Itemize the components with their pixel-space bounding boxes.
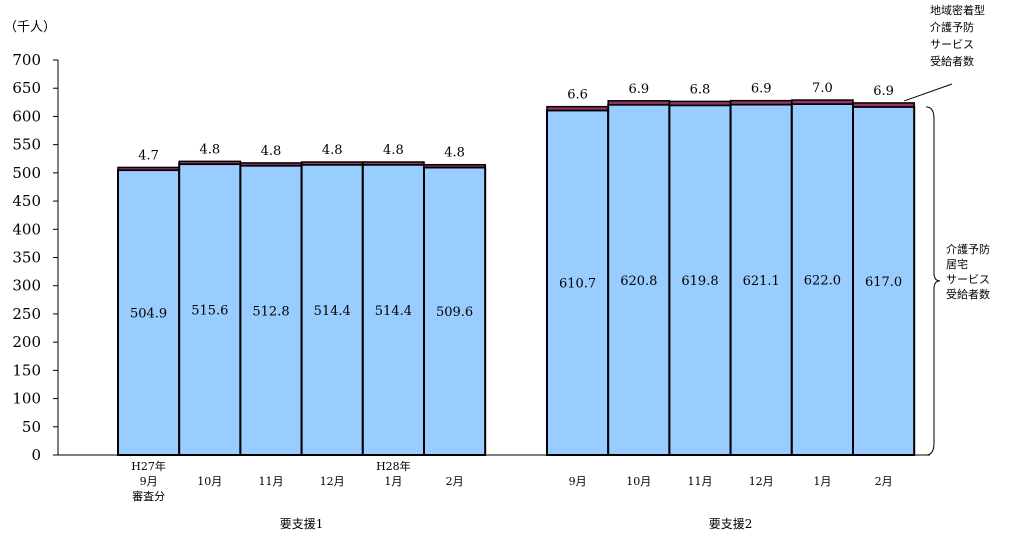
bar-top-value-label: 4.8 bbox=[261, 144, 282, 159]
top-series-annotation-line: 受給者数 bbox=[930, 54, 974, 68]
bar-segment-community-care bbox=[178, 160, 242, 165]
y-tick-label: 450 bbox=[12, 192, 41, 210]
top-series-annotation-line: 介護予防 bbox=[930, 20, 974, 34]
x-category-label: 10月 bbox=[197, 475, 222, 488]
y-tick-label: 650 bbox=[12, 79, 41, 97]
x-category-label: 9月 bbox=[569, 475, 587, 488]
x-category-label: 12月 bbox=[749, 475, 774, 488]
y-tick-label: 100 bbox=[12, 390, 41, 408]
bar-top-value-label: 6.8 bbox=[690, 82, 711, 97]
bar-top-value-label: 7.0 bbox=[812, 81, 833, 96]
y-tick-label: 0 bbox=[31, 446, 41, 464]
bar-segment-community-care bbox=[852, 102, 915, 108]
y-tick-label: 700 bbox=[12, 51, 41, 69]
x-category-label: 1月 bbox=[813, 475, 831, 488]
bar-segment-community-care bbox=[362, 161, 425, 166]
bar-segment-community-care bbox=[423, 163, 486, 169]
y-axis: 0 50 100 150 200 250 300 350 400 450 500 550 600 650 7… bbox=[12, 51, 930, 464]
bar-value-label: 512.8 bbox=[252, 304, 289, 319]
x-category-label: 12月 bbox=[320, 475, 345, 488]
bottom-series-annotation-line: 受給者数 bbox=[946, 287, 990, 301]
bar-segment-home-care bbox=[852, 105, 916, 456]
y-tick-label: 400 bbox=[12, 220, 41, 238]
y-tick-label: 600 bbox=[12, 107, 41, 125]
bar-top-value-label: 6.9 bbox=[628, 82, 649, 97]
y-tick-label: 50 bbox=[22, 418, 41, 436]
y-tick-label: 150 bbox=[12, 361, 41, 379]
y-tick-label: 200 bbox=[12, 333, 41, 351]
x-category-label: H28年 bbox=[376, 459, 411, 473]
group-labels: 要支援1 要支援2 bbox=[280, 517, 753, 531]
bar-top-value-label: 4.8 bbox=[383, 143, 404, 158]
bar-top-value-label: 4.8 bbox=[199, 142, 220, 157]
bar-top-value-label: 4.7 bbox=[138, 148, 159, 163]
bar-value-label: 610.7 bbox=[559, 277, 596, 292]
bar-value-label: 617.0 bbox=[865, 275, 902, 290]
bar-value-label: 620.8 bbox=[620, 274, 657, 289]
bar-segment-community-care bbox=[729, 99, 793, 106]
bar-value-label: 619.8 bbox=[681, 274, 718, 289]
annotation-leader-line bbox=[904, 83, 953, 102]
bar-segment-community-care bbox=[300, 161, 364, 166]
bar-segment-community-care bbox=[546, 105, 609, 112]
x-category-label: 2月 bbox=[875, 475, 893, 488]
bar-top-value-label: 6.9 bbox=[751, 82, 772, 97]
bar-value-label: 509.6 bbox=[436, 305, 473, 320]
x-category-label: 審査分 bbox=[132, 489, 165, 503]
y-tick-label: 350 bbox=[12, 249, 41, 267]
bar-value-label: 621.1 bbox=[743, 274, 780, 289]
bar-segment-home-care bbox=[423, 166, 487, 456]
bar-segment-community-care bbox=[239, 162, 303, 167]
bar-segment-home-care bbox=[239, 164, 303, 457]
bar-value-label: 504.9 bbox=[130, 307, 167, 322]
x-category-label: 11月 bbox=[688, 475, 713, 488]
x-category-label: 11月 bbox=[259, 475, 284, 488]
bar-value-label: 514.4 bbox=[314, 304, 351, 319]
x-category-label: 1月 bbox=[384, 475, 402, 488]
bar-value-label: 515.6 bbox=[191, 304, 228, 319]
bars bbox=[117, 99, 916, 457]
bar-segment-home-care bbox=[668, 104, 732, 457]
y-tick-label: 550 bbox=[12, 136, 41, 154]
group-label: 要支援2 bbox=[709, 517, 753, 531]
bar-top-value-label: 4.8 bbox=[322, 143, 343, 158]
top-series-annotation-line: サービス bbox=[930, 38, 974, 51]
y-tick-label: 500 bbox=[12, 164, 41, 182]
group-label: 要支援1 bbox=[280, 517, 324, 531]
bottom-series-annotation-line: 居宅 bbox=[946, 257, 968, 271]
top-series-annotation-line: 地域密着型 bbox=[930, 3, 985, 17]
value-labels: 504.9 4.7 515.6 4.8 512.8 4.8 514.4 4.8 514.4 4.8… bbox=[130, 81, 902, 321]
bottom-series-annotation-line: サービス bbox=[946, 273, 990, 286]
y-tick-label: 250 bbox=[12, 305, 41, 323]
x-category-label: H27年 bbox=[131, 459, 166, 473]
bar-top-value-label: 6.9 bbox=[873, 84, 894, 99]
x-category-label: 10月 bbox=[626, 475, 651, 488]
bar-segment-home-care bbox=[117, 169, 181, 457]
bar-segment-community-care bbox=[607, 100, 671, 106]
x-category-label: 9月 bbox=[140, 475, 158, 488]
bar-segment-community-care bbox=[117, 166, 180, 171]
series-brace bbox=[925, 106, 941, 456]
bar-segment-home-care bbox=[178, 163, 242, 456]
bar-value-label: 514.4 bbox=[375, 304, 412, 319]
bar-top-value-label: 4.8 bbox=[444, 146, 465, 161]
bottom-series-annotation-line: 介護予防 bbox=[946, 242, 990, 256]
bar-segment-community-care bbox=[791, 99, 854, 105]
y-tick-label: 300 bbox=[12, 277, 41, 295]
bar-segment-home-care bbox=[361, 163, 425, 457]
y-axis-unit-label: （千人） bbox=[4, 20, 56, 35]
bar-top-value-label: 6.6 bbox=[567, 88, 588, 103]
x-category-label: 2月 bbox=[446, 475, 464, 488]
bar-segment-community-care bbox=[668, 100, 732, 107]
bar-value-label: 622.0 bbox=[804, 274, 841, 289]
